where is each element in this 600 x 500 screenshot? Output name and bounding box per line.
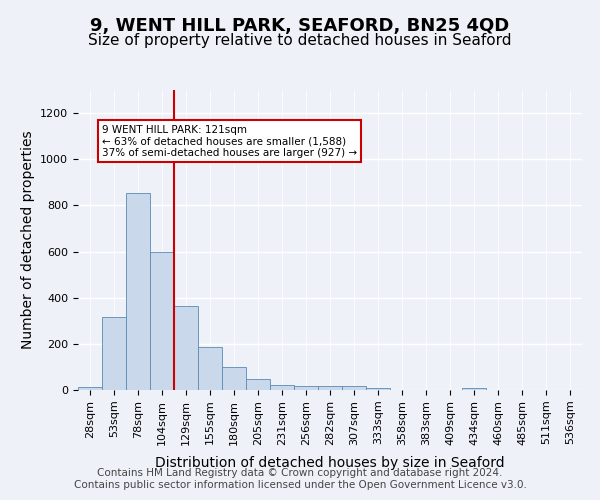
Bar	[174, 306, 198, 390]
Text: Contains HM Land Registry data © Crown copyright and database right 2024.
Contai: Contains HM Land Registry data © Crown c…	[74, 468, 526, 490]
Bar	[246, 379, 270, 390]
Bar	[222, 367, 246, 390]
X-axis label: Distribution of detached houses by size in Seaford: Distribution of detached houses by size …	[155, 456, 505, 470]
Bar	[366, 388, 390, 390]
Text: Size of property relative to detached houses in Seaford: Size of property relative to detached ho…	[88, 32, 512, 48]
Y-axis label: Number of detached properties: Number of detached properties	[20, 130, 35, 350]
Bar	[126, 192, 150, 390]
Text: 9 WENT HILL PARK: 121sqm
← 63% of detached houses are smaller (1,588)
37% of sem: 9 WENT HILL PARK: 121sqm ← 63% of detach…	[102, 124, 357, 158]
Bar	[102, 318, 126, 390]
Bar	[150, 252, 174, 390]
Text: 9, WENT HILL PARK, SEAFORD, BN25 4QD: 9, WENT HILL PARK, SEAFORD, BN25 4QD	[91, 18, 509, 36]
Bar	[462, 388, 486, 390]
Bar	[318, 386, 342, 390]
Bar	[294, 386, 318, 390]
Bar	[342, 386, 366, 390]
Bar	[270, 386, 294, 390]
Bar	[78, 386, 102, 390]
Bar	[198, 348, 222, 390]
